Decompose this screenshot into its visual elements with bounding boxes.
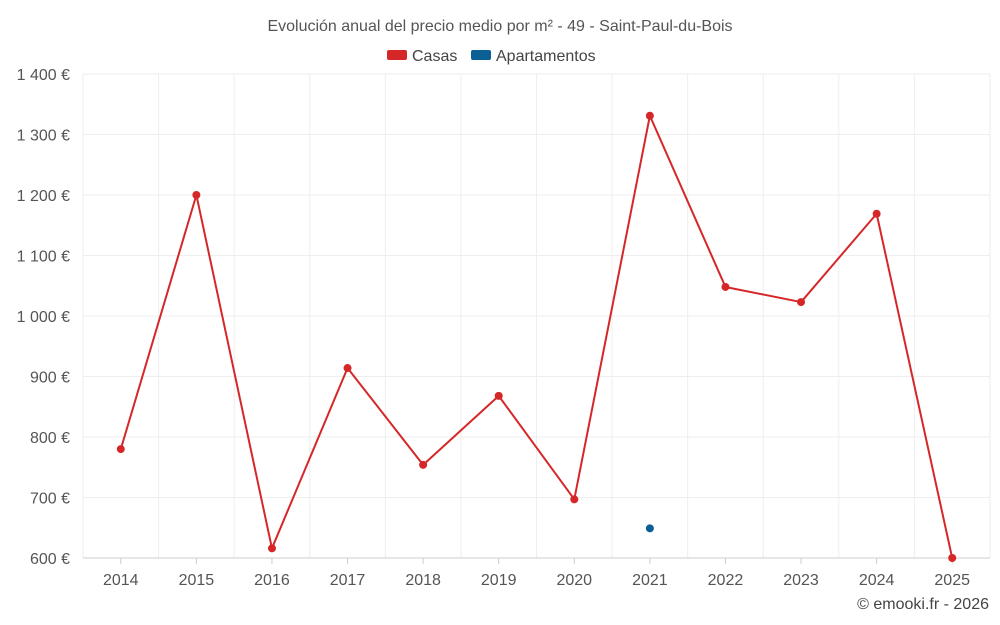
x-tick-label: 2019: [481, 572, 517, 589]
series-apartamentos: [645, 524, 654, 533]
y-tick-label: 600 €: [30, 551, 70, 568]
series-casas: [116, 111, 957, 562]
y-tick-label: 1 100 €: [17, 249, 70, 266]
data-point-casas-2024[interactable]: [872, 209, 881, 218]
legend: Casas Apartamentos: [387, 48, 596, 65]
x-tick-label: 2015: [179, 572, 215, 589]
y-tick-label: 1 300 €: [17, 128, 70, 145]
data-point-casas-2022[interactable]: [721, 282, 730, 291]
x-tick-label: 2017: [330, 572, 366, 589]
data-point-casas-2021[interactable]: [645, 111, 654, 120]
x-tick-label: 2020: [556, 572, 592, 589]
data-point-casas-2023[interactable]: [797, 298, 806, 307]
data-point-casas-2017[interactable]: [343, 364, 352, 373]
y-tick-label: 900 €: [30, 370, 70, 387]
x-tick-label: 2022: [708, 572, 744, 589]
data-point-casas-2016[interactable]: [267, 544, 276, 553]
data-point-apartamentos-2021[interactable]: [645, 524, 654, 533]
y-tick-label: 700 €: [30, 491, 70, 508]
data-point-casas-2019[interactable]: [494, 391, 503, 400]
x-tick-label: 2023: [783, 572, 819, 589]
legend-swatch-casas: [387, 50, 407, 60]
x-tick-label: 2014: [103, 572, 139, 589]
legend-item-apartamentos[interactable]: Apartamentos: [471, 48, 596, 65]
vertical-gridlines: [82, 74, 991, 558]
series-layer: [116, 111, 957, 562]
y-tick-label: 1 200 €: [17, 188, 70, 205]
data-point-casas-2018[interactable]: [419, 460, 428, 469]
x-tick-label: 2021: [632, 572, 668, 589]
legend-label-apartamentos: Apartamentos: [496, 48, 596, 65]
y-tick-label: 800 €: [30, 430, 70, 447]
data-point-casas-2020[interactable]: [570, 495, 579, 504]
x-axis-ticks: 2014 2015 2016 2017 2018 2019 2020 2021 2022 2023…: [103, 558, 970, 589]
data-point-casas-2015[interactable]: [192, 191, 201, 199]
data-point-casas-2025[interactable]: [948, 554, 957, 562]
data-point-casas-2014[interactable]: [116, 445, 125, 454]
x-tick-label: 2024: [859, 572, 895, 589]
chart-title: Evolución anual del precio medio por m² …: [267, 18, 732, 35]
legend-swatch-apartamentos: [471, 50, 491, 60]
legend-item-casas[interactable]: Casas: [387, 48, 457, 65]
series-line-casas: [119, 114, 954, 559]
y-axis-ticks: 600 € 700 € 800 € 900 € 1 000 € 1 100 € 1 200 …: [17, 67, 70, 568]
x-tick-label: 2025: [934, 572, 970, 589]
x-tick-label: 2016: [254, 572, 290, 589]
y-tick-label: 1 400 €: [17, 67, 70, 84]
y-tick-label: 1 000 €: [17, 309, 70, 326]
legend-label-casas: Casas: [412, 48, 457, 65]
credit-text: © emooki.fr - 2026: [857, 596, 989, 613]
x-tick-label: 2018: [405, 572, 441, 589]
